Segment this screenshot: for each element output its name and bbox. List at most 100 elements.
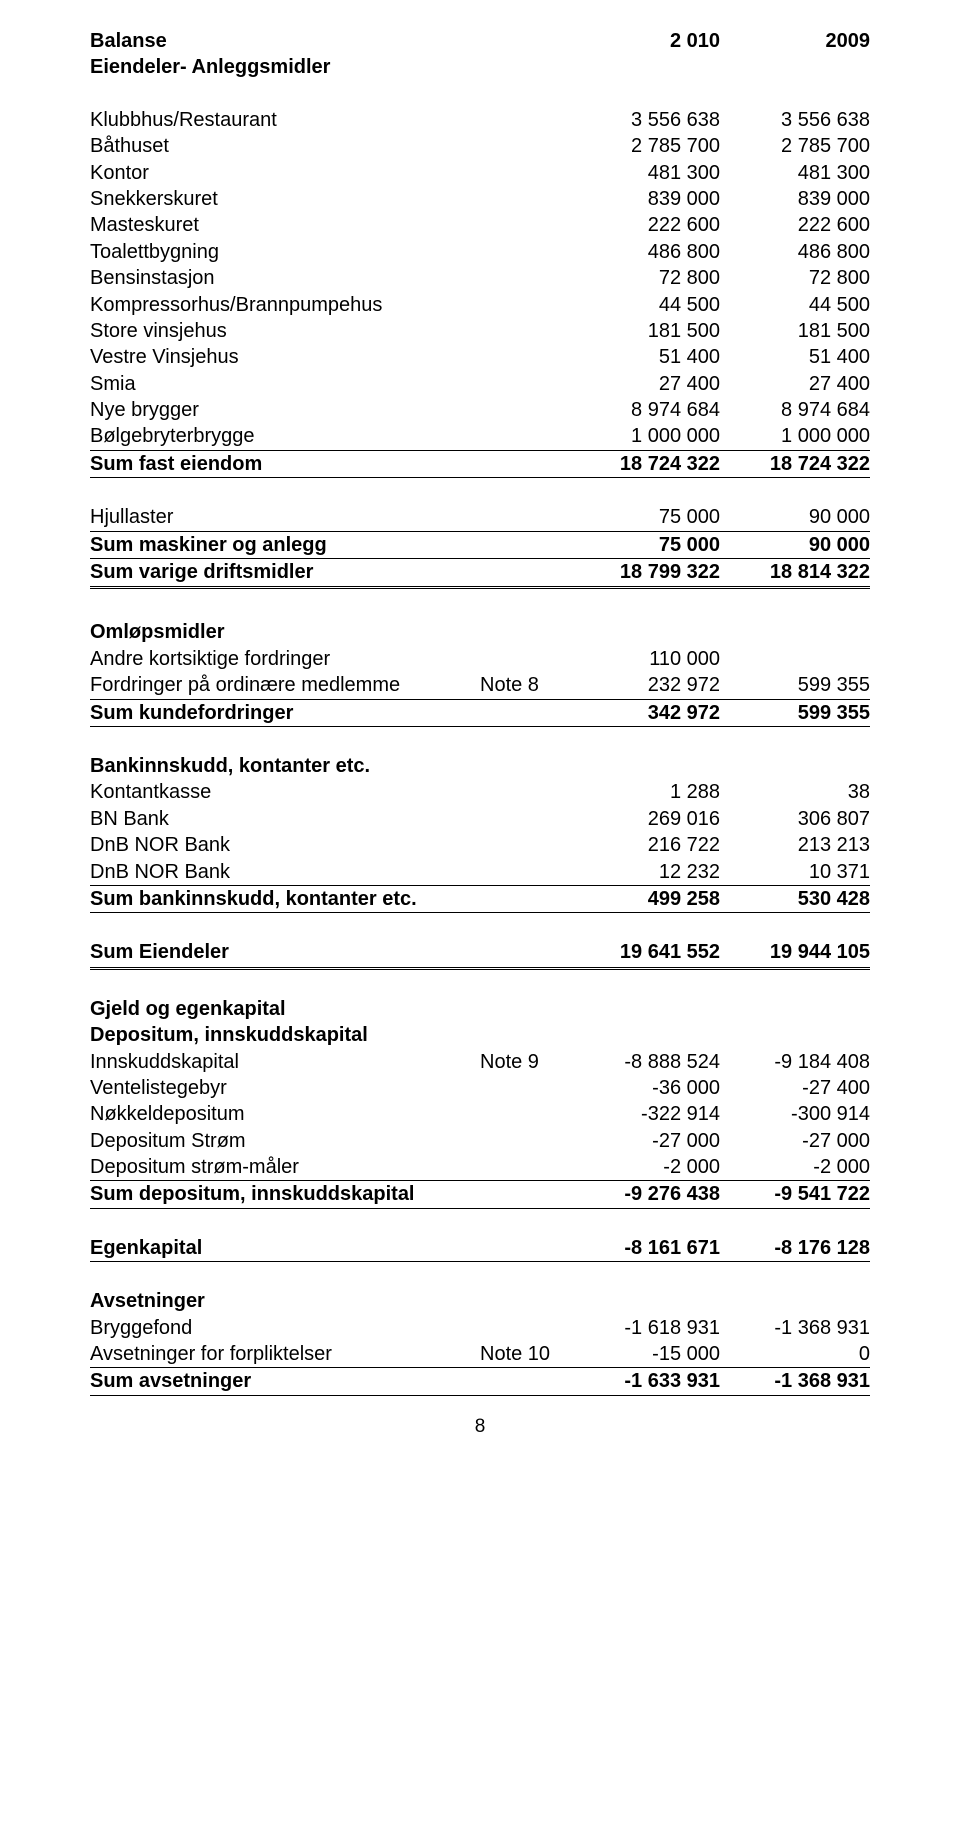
row-label: Kompressorhus/Brannpumpehus [90, 292, 570, 318]
row-col-2: -2 000 [720, 1154, 870, 1180]
current-rows: Andre kortsiktige fordringer 110 000 Fordr… [90, 646, 870, 727]
row-col-2: 481 300 [720, 160, 870, 186]
row-col-1: -9 276 438 [570, 1181, 720, 1207]
machinery-section: Hjullaster75 00090 000Sum maskiner og an… [90, 504, 870, 589]
row-label: Snekkerskuret [90, 186, 570, 212]
table-row: BN Bank269 016306 807 [90, 806, 870, 832]
table-row: InnskuddskapitalNote 9-8 888 524-9 184 4… [90, 1049, 870, 1075]
row-label: Sum varige driftsmidler [90, 559, 570, 585]
table-row: Andre kortsiktige fordringer 110 000 [90, 646, 870, 672]
table-row: Depositum strøm-måler-2 000-2 000 [90, 1154, 870, 1181]
current-heading: Omløpsmidler [90, 619, 570, 645]
row-note: Note 10 [480, 1341, 570, 1367]
row-col-2: 0 [720, 1341, 870, 1367]
row-label: Vestre Vinsjehus [90, 344, 570, 370]
row-col-1: 18 799 322 [570, 559, 720, 585]
row-label: Bensinstasjon [90, 265, 570, 291]
sum-eiendeler-row: Sum Eiendeler 19 641 552 19 944 105 [90, 939, 870, 969]
row-col-1: 72 800 [570, 265, 720, 291]
row-col-2: -9 184 408 [720, 1049, 870, 1075]
row-col-2: 530 428 [720, 886, 870, 912]
table-row: Sum kundefordringer342 972599 355 [90, 700, 870, 727]
sum-eiendeler-label: Sum Eiendeler [90, 939, 570, 965]
row-col-2: 599 355 [720, 672, 870, 698]
table-row: Nøkkeldepositum-322 914-300 914 [90, 1101, 870, 1127]
row-col-1: -322 914 [570, 1101, 720, 1127]
row-col-2: -27 400 [720, 1075, 870, 1101]
table-row: Sum fast eiendom18 724 32218 724 322 [90, 451, 870, 478]
row-col-1: 216 722 [570, 832, 720, 858]
row-label: Nye brygger [90, 397, 570, 423]
row-col-1: 1 288 [570, 779, 720, 805]
table-row: Sum maskiner og anlegg75 00090 000 [90, 532, 870, 559]
provisions-heading: Avsetninger [90, 1288, 570, 1314]
row-col-1: 839 000 [570, 186, 720, 212]
row-col-1: 12 232 [570, 859, 720, 885]
row-col-2: 38 [720, 779, 870, 805]
row-col-1: -8 888 524 [570, 1049, 720, 1075]
row-col-1: -1 618 931 [570, 1315, 720, 1341]
equity-rows: InnskuddskapitalNote 9-8 888 524-9 184 4… [90, 1049, 870, 1209]
bank-heading-row: Bankinnskudd, kontanter etc. [90, 753, 870, 779]
table-row: Båthuset2 785 7002 785 700 [90, 133, 870, 159]
current-heading-row: Omløpsmidler [90, 619, 870, 645]
row-col-1: 75 000 [570, 504, 720, 530]
row-label: Toalettbygning [90, 239, 570, 265]
table-row: Sum bankinnskudd, kontanter etc.499 2585… [90, 886, 870, 913]
page-number: 8 [90, 1414, 870, 1439]
row-label: Store vinsjehus [90, 318, 570, 344]
row-label: Masteskuret [90, 212, 570, 238]
row-col-2: -9 541 722 [720, 1181, 870, 1207]
table-row: Store vinsjehus181 500181 500 [90, 318, 870, 344]
row-col-1: 110 000 [570, 646, 720, 672]
row-col-1: 75 000 [570, 532, 720, 558]
bank-heading: Bankinnskudd, kontanter etc. [90, 753, 570, 779]
bank-rows: Kontantkasse1 28838BN Bank269 016306 807… [90, 779, 870, 913]
row-label: Sum maskiner og anlegg [90, 532, 570, 558]
table-row: Kontantkasse1 28838 [90, 779, 870, 805]
row-label: Bryggefond [90, 1315, 480, 1341]
row-label: DnB NOR Bank [90, 859, 570, 885]
table-row: Klubbhus/Restaurant3 556 6383 556 638 [90, 107, 870, 133]
row-col-2: 10 371 [720, 859, 870, 885]
row-col-1: -15 000 [570, 1341, 720, 1367]
subtitle-row: Eiendeler- Anleggsmidler [90, 54, 870, 80]
row-col-1: 18 724 322 [570, 451, 720, 477]
fixed-assets-section: Klubbhus/Restaurant3 556 6383 556 638Båt… [90, 107, 870, 478]
row-label: Nøkkeldepositum [90, 1101, 480, 1127]
row-col-2: 90 000 [720, 504, 870, 530]
row-col-2: 839 000 [720, 186, 870, 212]
table-row: Bryggefond -1 618 931-1 368 931 [90, 1315, 870, 1341]
row-col-1: 44 500 [570, 292, 720, 318]
row-col-2: -1 368 931 [720, 1315, 870, 1341]
row-label: Sum fast eiendom [90, 451, 570, 477]
row-label: BN Bank [90, 806, 570, 832]
row-label: Sum depositum, innskuddskapital [90, 1181, 570, 1207]
row-label: Sum bankinnskudd, kontanter etc. [90, 886, 570, 912]
table-row: Sum varige driftsmidler18 799 32218 814 … [90, 559, 870, 589]
table-row: Masteskuret222 600222 600 [90, 212, 870, 238]
row-col-1: 8 974 684 [570, 397, 720, 423]
row-col-1: 481 300 [570, 160, 720, 186]
row-col-2: 486 800 [720, 239, 870, 265]
row-col-2: 72 800 [720, 265, 870, 291]
row-label: Avsetninger for forpliktelser [90, 1341, 480, 1367]
table-row: Snekkerskuret839 000839 000 [90, 186, 870, 212]
table-row: Smia27 40027 400 [90, 371, 870, 397]
row-label: Andre kortsiktige fordringer [90, 646, 480, 672]
egenkapital-c1: -8 161 671 [570, 1235, 720, 1261]
row-col-1: 499 258 [570, 886, 720, 912]
row-col-1: 181 500 [570, 318, 720, 344]
row-col-2: 51 400 [720, 344, 870, 370]
row-note: Note 9 [480, 1049, 570, 1075]
row-label: Kontantkasse [90, 779, 570, 805]
row-col-1: -2 000 [570, 1154, 720, 1180]
equity-heading2: Depositum, innskuddskapital [90, 1022, 570, 1048]
row-col-2: 213 213 [720, 832, 870, 858]
row-col-1: 486 800 [570, 239, 720, 265]
row-label: Sum kundefordringer [90, 700, 570, 726]
row-label: Fordringer på ordinære medlemme [90, 672, 480, 698]
row-col-1: -27 000 [570, 1128, 720, 1154]
egenkapital-label: Egenkapital [90, 1235, 570, 1261]
table-row: Depositum Strøm-27 000-27 000 [90, 1128, 870, 1154]
